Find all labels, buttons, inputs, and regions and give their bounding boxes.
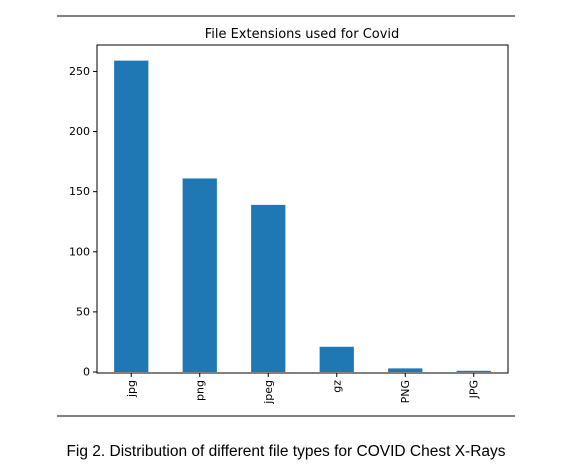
figure-caption: Fig 2. Distribution of different file ty… (66, 443, 506, 460)
y-tick-label: 250 (69, 65, 90, 78)
y-tick-label: 50 (76, 305, 90, 318)
bar-jpg (114, 60, 149, 373)
bar-group (114, 60, 491, 373)
bar-png (182, 178, 217, 372)
bar-chart: File Extensions used for Covid 0 50 100 150… (57, 15, 515, 417)
bar-PNG (388, 368, 423, 372)
x-axis: jpg png jpeg gz PNG JPG (125, 373, 480, 405)
y-tick-label: 0 (83, 366, 90, 379)
y-tick-label: 150 (69, 185, 90, 198)
y-tick-label: 100 (69, 245, 90, 258)
x-tick-label: PNG (399, 380, 412, 403)
x-tick-label: png (193, 380, 206, 401)
bar-jpeg (251, 204, 286, 372)
x-tick-label: jpg (125, 380, 138, 398)
x-tick-label: jpeg (262, 380, 275, 405)
bar-gz (319, 346, 354, 372)
figure-border-lines (57, 15, 515, 417)
chart-title: File Extensions used for Covid (205, 27, 400, 42)
x-tick-label: gz (330, 380, 343, 393)
y-axis: 0 50 100 150 200 250 (69, 65, 97, 379)
x-tick-label: JPG (467, 380, 480, 399)
plot-area-frame (96, 44, 509, 374)
y-tick-label: 200 (69, 125, 90, 138)
bar-JPG (456, 370, 491, 372)
